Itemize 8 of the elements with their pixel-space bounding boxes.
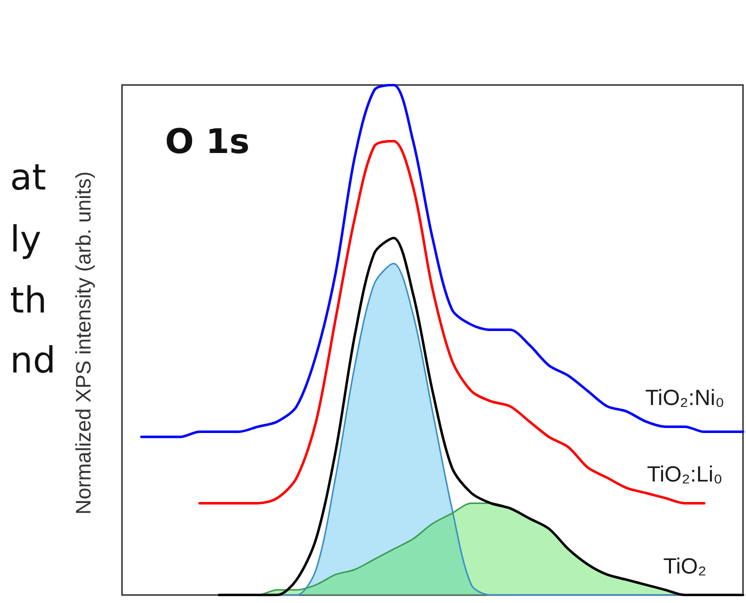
text: th bbox=[10, 280, 47, 322]
text: ly bbox=[10, 220, 42, 260]
y-axis-title: Normalized XPS intensity (arb. units) bbox=[72, 171, 96, 515]
text: nd bbox=[10, 340, 56, 382]
series-label: TiO₂:Ni₀ bbox=[645, 385, 724, 410]
series-label: TiO₂:Li₀ bbox=[647, 462, 723, 487]
text: at bbox=[10, 158, 46, 198]
annotation: O 1s bbox=[165, 122, 250, 162]
